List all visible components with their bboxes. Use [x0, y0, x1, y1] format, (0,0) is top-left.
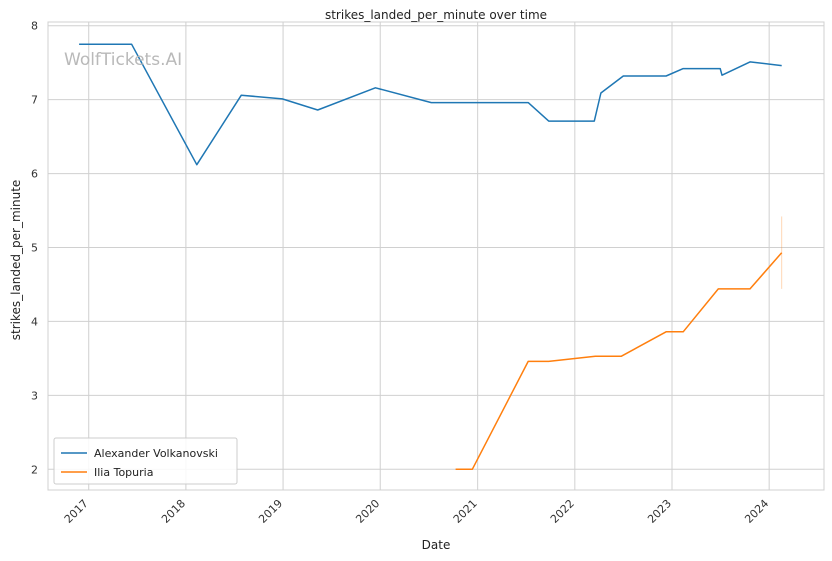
x-axis-title: Date	[422, 538, 451, 552]
chart-title: strikes_landed_per_minute over time	[325, 8, 547, 22]
y-tick-label: 3	[31, 389, 38, 402]
y-tick-label: 2	[31, 463, 38, 476]
legend: Alexander Volkanovski Ilia Topuria	[53, 437, 238, 485]
y-axis-title: strikes_landed_per_minute	[9, 180, 23, 341]
series-line-ilia-topuria	[455, 252, 783, 471]
y-tick-label: 5	[31, 241, 38, 254]
legend-label-alexander-volkanovski: Alexander Volkanovski	[94, 447, 218, 460]
y-tick-label: 7	[31, 94, 38, 107]
y-tick-label: 6	[31, 168, 38, 181]
y-tick-label: 4	[31, 315, 38, 328]
series-lines	[79, 43, 783, 471]
watermark-text: WolfTickets.AI	[64, 50, 182, 70]
series-line-alexander-volkanovski	[79, 43, 782, 166]
plot-area-frame	[47, 21, 825, 491]
gridlines	[48, 22, 824, 490]
y-tick-label: 8	[31, 20, 38, 33]
legend-box	[53, 437, 238, 485]
legend-label-ilia-topuria: Ilia Topuria	[94, 466, 153, 479]
